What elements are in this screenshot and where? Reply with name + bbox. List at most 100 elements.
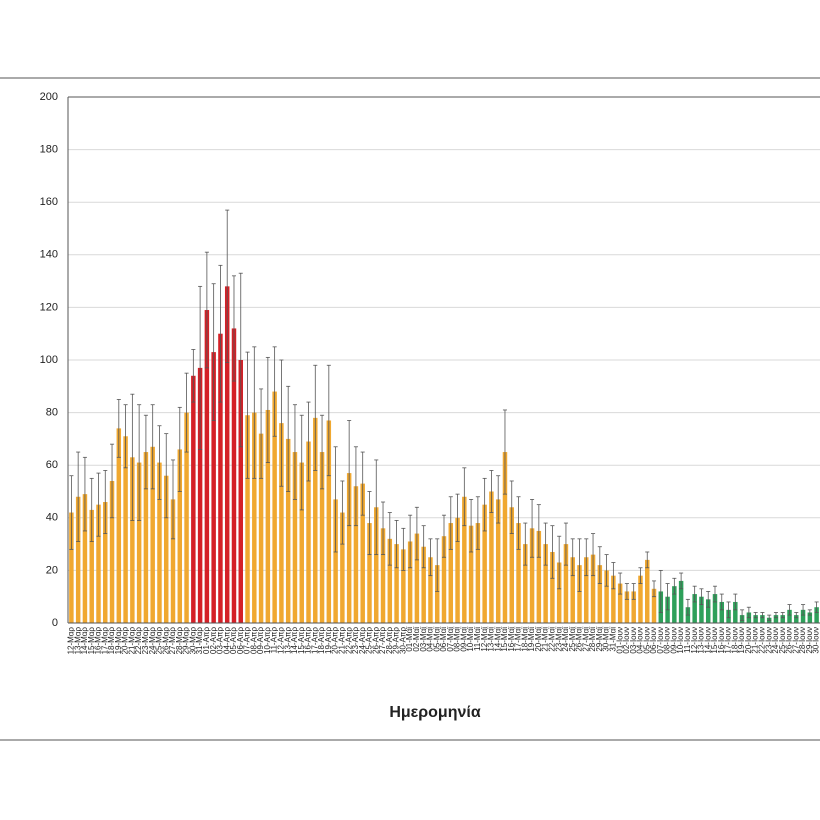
bar bbox=[468, 525, 474, 623]
x-tick-label: 30-Απρ bbox=[398, 627, 407, 654]
x-tick-label: 17-Μαρ bbox=[100, 627, 109, 655]
bar bbox=[495, 499, 501, 623]
bar bbox=[340, 512, 345, 623]
bar bbox=[563, 544, 569, 623]
x-tick-label: 27-Μαϊ bbox=[581, 627, 590, 652]
bar bbox=[699, 596, 704, 623]
x-tick-label: 02-Μαϊ bbox=[412, 627, 421, 652]
bar bbox=[807, 612, 813, 623]
bar bbox=[150, 446, 155, 623]
bar bbox=[319, 452, 325, 623]
bar bbox=[89, 509, 94, 623]
bar bbox=[306, 441, 311, 623]
x-tick-label: 04-Μαϊ bbox=[426, 627, 435, 652]
x-tick-label: 13-Ιουν bbox=[697, 627, 706, 654]
x-tick-label: 08-Ιουν bbox=[663, 627, 672, 654]
x-tick-label: 30-Μαϊ bbox=[602, 627, 611, 652]
x-tick-label: 18-Μαϊ bbox=[520, 627, 529, 652]
x-tick-label: 27-Ιουν bbox=[791, 627, 800, 654]
bar bbox=[191, 375, 196, 623]
bar bbox=[712, 594, 718, 623]
x-tick-label: 29-Μαϊ bbox=[595, 627, 604, 652]
bar bbox=[529, 528, 535, 623]
bar bbox=[800, 609, 806, 623]
bar bbox=[116, 428, 122, 623]
x-tick-label: 01-Ιουν bbox=[615, 627, 624, 654]
bar bbox=[414, 533, 420, 623]
x-tick-label: 28-Ιουν bbox=[798, 627, 807, 654]
x-tick-label: 23-Απρ bbox=[351, 627, 360, 654]
x-tick-label: 02-Απρ bbox=[209, 627, 218, 654]
bar bbox=[401, 549, 406, 623]
bar bbox=[692, 594, 697, 623]
x-tick-label: 14-Απρ bbox=[290, 627, 299, 654]
bar bbox=[773, 615, 779, 623]
x-tick-label: 25-Μαρ bbox=[155, 627, 164, 655]
bar bbox=[265, 409, 271, 623]
bar bbox=[787, 609, 792, 623]
x-tick-label: 10-Απρ bbox=[263, 627, 272, 654]
x-tick-label: 14-Μαϊ bbox=[493, 627, 502, 652]
x-tick-label: 18-Ιουν bbox=[730, 627, 739, 654]
x-tick-label: 12-Μαϊ bbox=[480, 627, 489, 652]
x-tick-label: 24-Μαϊ bbox=[561, 627, 570, 652]
x-tick-label: 09-Απρ bbox=[256, 627, 265, 654]
x-tick-label: 26-Μαρ bbox=[161, 627, 170, 655]
bar bbox=[163, 475, 169, 623]
x-tick-label: 11-Ιουν bbox=[683, 627, 692, 653]
x-tick-label: 23-Μαρ bbox=[141, 627, 150, 655]
bar bbox=[360, 483, 365, 623]
x-tick-label: 03-Μαϊ bbox=[419, 627, 428, 652]
x-tick-label: 21-Ιουν bbox=[751, 627, 760, 654]
x-tick-label: 24-Μαρ bbox=[148, 627, 157, 655]
bar bbox=[75, 496, 81, 623]
bar bbox=[509, 507, 514, 623]
x-tick-label: 20-Απρ bbox=[331, 627, 340, 654]
x-tick-label: 14-Ιουν bbox=[703, 627, 712, 654]
bar bbox=[604, 570, 609, 623]
x-axis-label: Ημερομηνία bbox=[389, 704, 481, 721]
x-tick-label: 11-Μαϊ bbox=[473, 627, 482, 651]
x-tick-label: 07-Απρ bbox=[243, 627, 252, 654]
y-tick-label: 60 bbox=[46, 459, 58, 471]
x-tick-label: 25-Απρ bbox=[365, 627, 374, 654]
x-tick-label: 01-Απρ bbox=[202, 627, 211, 654]
bar bbox=[645, 559, 650, 623]
bar bbox=[353, 486, 359, 623]
y-tick-label: 120 bbox=[40, 301, 58, 313]
x-tick-label: 29-Μαρ bbox=[182, 627, 191, 655]
x-tick-label: 12-Ιουν bbox=[690, 627, 699, 654]
bar bbox=[136, 462, 142, 623]
bar bbox=[570, 557, 575, 623]
bar bbox=[753, 615, 758, 623]
x-tick-label: 16-Μαϊ bbox=[507, 627, 516, 652]
bar bbox=[651, 588, 657, 623]
bar bbox=[292, 452, 298, 623]
x-tick-label: 20-Μαρ bbox=[121, 627, 130, 655]
x-tick-label: 27-Μαρ bbox=[168, 627, 177, 655]
x-tick-label: 03-Ιουν bbox=[629, 627, 638, 654]
x-tick-label: 26-Μαϊ bbox=[575, 627, 584, 652]
bar bbox=[448, 523, 454, 623]
bar bbox=[631, 591, 636, 623]
x-tick-label: 27-Απρ bbox=[378, 627, 387, 654]
bar bbox=[536, 530, 542, 623]
bar bbox=[794, 615, 799, 623]
x-tick-label: 15-Απρ bbox=[297, 627, 306, 654]
bar bbox=[678, 580, 684, 623]
bar bbox=[672, 586, 677, 623]
bar bbox=[143, 452, 149, 623]
bar bbox=[489, 491, 494, 623]
bar bbox=[313, 417, 318, 623]
x-tick-label: 17-Ιουν bbox=[724, 627, 733, 654]
x-tick-label: 19-Μαρ bbox=[114, 627, 123, 655]
bar bbox=[556, 562, 562, 623]
x-tick-label: 31-Μαϊ bbox=[608, 627, 617, 652]
x-tick-label: 06-Απρ bbox=[236, 627, 245, 654]
bar bbox=[550, 551, 555, 623]
x-tick-label: 24-Απρ bbox=[358, 627, 367, 654]
x-tick-label: 30-Ιουν bbox=[812, 627, 820, 654]
x-tick-label: 10-Μαϊ bbox=[466, 627, 475, 652]
bar bbox=[109, 480, 115, 623]
bar bbox=[197, 367, 203, 623]
